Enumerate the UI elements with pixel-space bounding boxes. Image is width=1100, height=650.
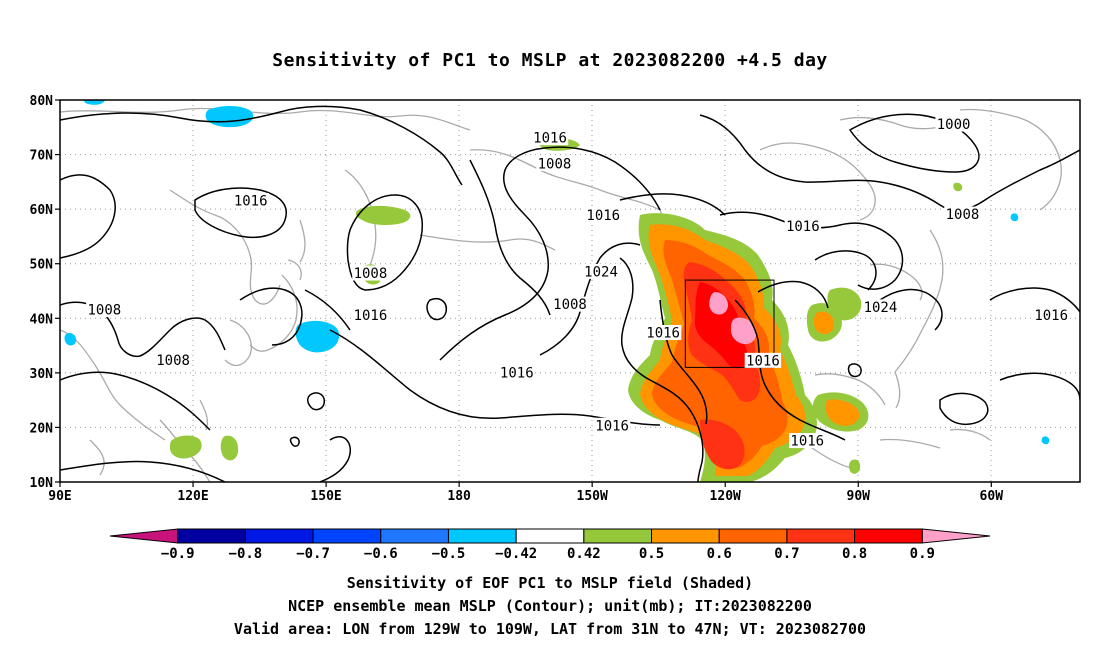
- contour-label-bg: [86, 302, 123, 318]
- contour-label: 1016: [234, 193, 268, 209]
- lon-label: 150E: [310, 489, 341, 504]
- contour-label-bg: [154, 352, 192, 368]
- contour-labels: 1016 1008 1016 1008 1016 1008 1008 1008 1016 1024…: [86, 116, 1070, 450]
- contour-label: 1016: [1034, 308, 1068, 324]
- contour-label: 1024: [584, 264, 618, 280]
- contour-label-bg: [789, 433, 826, 449]
- contour-label: 1016: [786, 219, 820, 235]
- contour-label-bg: [531, 130, 569, 146]
- colorbar-swatch: [651, 528, 720, 544]
- contour-label-bg: [593, 417, 631, 433]
- contour-label-bg: [935, 116, 972, 132]
- lon-label: 120E: [177, 489, 208, 504]
- colorbar-label: 0.5: [639, 546, 664, 562]
- colorbar-swatch: [583, 528, 653, 544]
- contour-label-bg: [582, 263, 620, 279]
- gridlines: [60, 100, 1080, 482]
- lat-label: 80N: [30, 94, 54, 109]
- colorbar-label: −0.9: [161, 546, 195, 562]
- contour-label-bg: [551, 296, 589, 312]
- colorbar-swatch: [515, 528, 585, 544]
- colorbar: −0.9 −0.8 −0.7 −0.6 −0.5 −0.42 0.42 0.5 0.6 0.7 0.…: [109, 528, 991, 562]
- chart-title: Sensitivity of PC1 to MSLP at 2023082200…: [272, 50, 828, 71]
- lat-label: 20N: [30, 421, 54, 436]
- colorbar-label: −0.7: [296, 546, 330, 562]
- contour-label: 1008: [87, 303, 121, 319]
- contour-label-bg: [644, 325, 682, 341]
- map-frame: [59, 99, 1081, 483]
- contour-label-bg: [862, 299, 899, 315]
- colorbar-label: −0.42: [495, 546, 537, 562]
- contour-label: 1016: [790, 434, 824, 450]
- lat-label: 50N: [30, 258, 54, 273]
- colorbar-label: 0.42: [567, 546, 601, 562]
- contour-label-bg: [352, 307, 389, 323]
- contour-label-bg: [232, 192, 269, 208]
- contour-label-bg: [536, 155, 573, 171]
- longitude-labels: 90E 120E 150E 180 150W 120W 90W 60W: [48, 482, 1003, 504]
- contour-label: 1016: [746, 353, 780, 369]
- contour-label: 1016: [500, 365, 534, 381]
- contour-label: 1016: [595, 418, 629, 434]
- contour-label: 1008: [538, 156, 572, 172]
- lon-label: 90W: [847, 489, 871, 504]
- lat-label: 60N: [30, 203, 54, 218]
- colorbar-label: 0.8: [842, 546, 867, 562]
- colorbar-swatch: [921, 528, 991, 544]
- colorbar-swatch: [109, 528, 179, 544]
- contour-label-bg: [744, 352, 782, 368]
- caption-shaded: Sensitivity of EOF PC1 to MSLP field (Sh…: [346, 574, 754, 592]
- lon-label: 180: [447, 489, 471, 504]
- contour-label: 1024: [864, 300, 898, 316]
- contour-label-bg: [498, 364, 535, 380]
- colorbar-label: −0.5: [432, 546, 466, 562]
- contour-label: 1008: [553, 297, 587, 313]
- colorbar-label: 0.6: [707, 546, 732, 562]
- colorbar-swatch: [718, 528, 788, 544]
- colorbar-swatch: [786, 528, 856, 544]
- colorbar-label: 0.9: [910, 546, 935, 562]
- contour-label: 1000: [937, 117, 971, 133]
- contour-label: 1016: [646, 326, 680, 342]
- colorbar-swatch: [854, 528, 923, 544]
- lon-label: 150W: [577, 489, 608, 504]
- contour-label: 1016: [586, 208, 620, 224]
- latitude-labels: 80N 70N 60N 50N 40N 30N 20N 10N: [30, 94, 60, 491]
- colorbar-swatch: [447, 528, 517, 544]
- caption-contour: NCEP ensemble mean MSLP (Contour); unit(…: [288, 597, 812, 615]
- lon-label: 60W: [980, 489, 1004, 504]
- contour-label: 1016: [533, 131, 567, 147]
- colorbar-label: −0.6: [364, 546, 398, 562]
- contour-label: 1016: [354, 308, 388, 324]
- lon-label: 90E: [48, 489, 71, 504]
- valid-area-box: [684, 279, 775, 368]
- contour-label: 1008: [156, 353, 190, 369]
- lat-label: 40N: [30, 312, 54, 327]
- caption-valid-area: Valid area: LON from 129W to 109W, LAT f…: [233, 620, 867, 638]
- contour-label-bg: [352, 265, 389, 281]
- contour-label: 1008: [946, 207, 980, 223]
- colorbar-swatch: [177, 528, 246, 544]
- lat-label: 30N: [30, 367, 54, 382]
- contour-label-bg: [585, 207, 622, 223]
- lat-label: 70N: [30, 149, 54, 164]
- contour-label-bg: [1032, 307, 1070, 323]
- contour-label-bg: [784, 218, 822, 234]
- colorbar-label: 0.7: [774, 546, 799, 562]
- colorbar-swatch: [244, 528, 314, 544]
- colorbar-label: −0.8: [229, 546, 263, 562]
- contour-label: 1008: [354, 266, 388, 282]
- lat-label: 10N: [30, 476, 54, 491]
- contour-label-bg: [944, 206, 981, 222]
- colorbar-swatch: [380, 528, 449, 544]
- lon-label: 120W: [710, 489, 741, 504]
- colorbar-swatch: [312, 528, 382, 544]
